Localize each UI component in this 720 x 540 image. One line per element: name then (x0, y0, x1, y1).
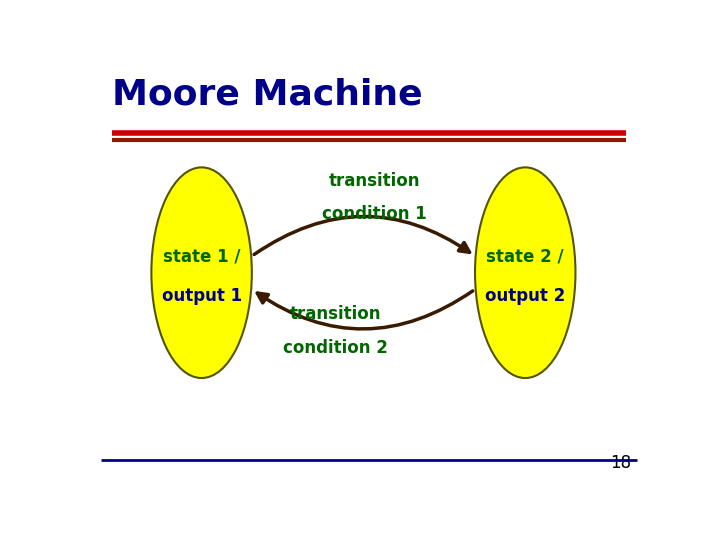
Text: 18: 18 (610, 454, 631, 472)
Text: condition 2: condition 2 (283, 339, 388, 356)
Ellipse shape (475, 167, 575, 378)
Ellipse shape (151, 167, 252, 378)
Text: transition: transition (289, 305, 382, 323)
Text: output 2: output 2 (485, 287, 565, 305)
Text: condition 1: condition 1 (323, 206, 427, 224)
FancyArrowPatch shape (257, 291, 473, 329)
Text: transition: transition (329, 172, 420, 190)
Text: Moore Machine: Moore Machine (112, 77, 423, 111)
Text: state 2 /: state 2 / (487, 247, 564, 265)
Text: state 1 /: state 1 / (163, 247, 240, 265)
Text: output 1: output 1 (161, 287, 242, 305)
FancyArrowPatch shape (254, 217, 469, 254)
